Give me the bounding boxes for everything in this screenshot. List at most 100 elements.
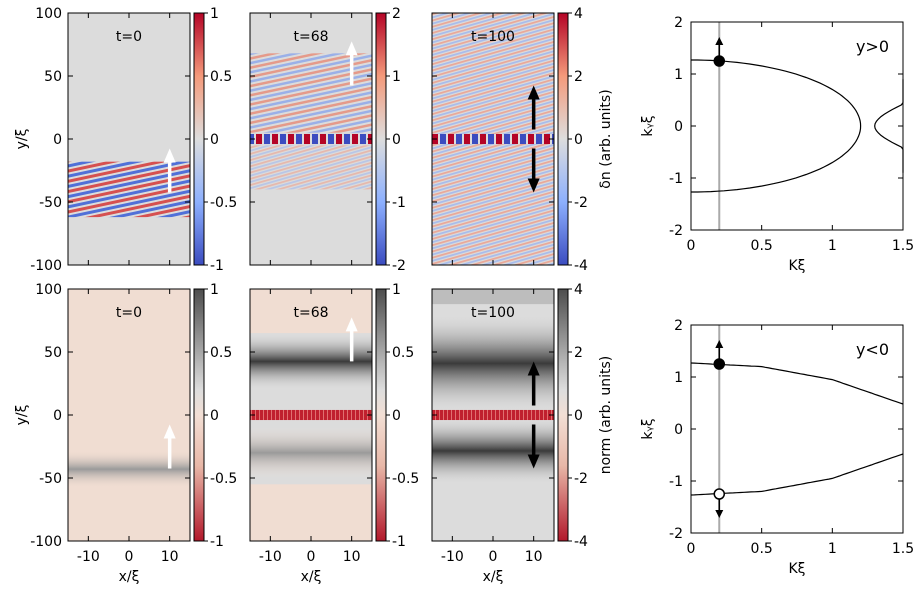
y-tick-label: -100 bbox=[30, 258, 62, 274]
colorbar-tick-label: 0 bbox=[392, 132, 401, 148]
x-axis-label: x/ξ bbox=[119, 569, 140, 585]
y-tick-label: -1 bbox=[669, 474, 683, 490]
y-tick-label: 2 bbox=[674, 15, 683, 31]
y-tick-label: 100 bbox=[35, 6, 62, 22]
colorbar-tick-label: 0.5 bbox=[210, 69, 232, 85]
colorbar-tick-label: 0.5 bbox=[392, 345, 414, 361]
marker-point-0 bbox=[713, 358, 726, 370]
norm-core bbox=[250, 409, 372, 421]
marker-point-1 bbox=[713, 488, 726, 500]
y-tick-label: 1 bbox=[674, 67, 683, 83]
x-tick-label: 1.5 bbox=[892, 238, 914, 254]
panel-title: t=0 bbox=[116, 305, 142, 321]
norm-band-upper bbox=[250, 333, 372, 390]
panel-title: t=68 bbox=[293, 305, 328, 321]
norm-band bbox=[68, 450, 190, 489]
colorbar-tick-label: 0 bbox=[210, 408, 219, 424]
heatmap-panel-0-2: t=100 4 2 0 -2 -4 bbox=[431, 6, 588, 274]
x-tick-label: -10 bbox=[77, 549, 100, 565]
x-axis-label: Kξ bbox=[789, 561, 806, 577]
wave-packet-lower bbox=[250, 145, 372, 190]
propagation-arrow-1-head bbox=[527, 178, 540, 193]
dispersion-curve-0 bbox=[690, 362, 904, 405]
marker-arrow-head-0 bbox=[715, 340, 724, 348]
y-tick-label: -2 bbox=[669, 223, 683, 239]
y-tick-label: 100 bbox=[35, 282, 62, 298]
x-axis-label: x/ξ bbox=[483, 569, 504, 585]
colorbar-tick-label: -2 bbox=[574, 195, 588, 211]
colorbar-tick-label: -0.5 bbox=[210, 471, 237, 487]
y-tick-label: -2 bbox=[669, 526, 683, 542]
panel-title: t=100 bbox=[471, 305, 515, 321]
x-tick-label: 0 bbox=[307, 549, 316, 565]
norm-bottom bbox=[250, 484, 372, 541]
heatmap-background bbox=[68, 13, 190, 265]
x-tick-label: 0 bbox=[125, 549, 134, 565]
colorbar-tick-label: 1 bbox=[392, 282, 401, 298]
colorbar bbox=[193, 12, 205, 266]
colorbar-tick-label: -4 bbox=[574, 258, 588, 274]
marker-arrow-head-1 bbox=[715, 510, 724, 518]
propagation-arrow-0-head bbox=[163, 148, 176, 163]
x-tick-label: 0 bbox=[687, 238, 696, 254]
propagation-arrow-0-head bbox=[345, 317, 358, 332]
marker-arrow-head-0 bbox=[715, 37, 724, 45]
colorbar bbox=[557, 12, 569, 266]
dispersion-panel-1: 0 0.5 1 1.5 2 1 0 -1 -2 y<0 Kξ kᵧξ bbox=[640, 318, 914, 577]
colorbar-tick-label: 0.5 bbox=[210, 345, 232, 361]
colorbar-tick-label: -0.5 bbox=[392, 471, 419, 487]
colorbar-tick-label: 1 bbox=[392, 69, 401, 85]
norm-band-lower bbox=[432, 417, 554, 485]
colorbar bbox=[375, 288, 387, 542]
dispersion-curve-1 bbox=[690, 453, 904, 496]
heatmap-panel-0-1: t=68 2 1 0 -1 -2 bbox=[249, 6, 406, 274]
panel-title: t=100 bbox=[471, 29, 515, 45]
y-tick-label: -50 bbox=[39, 471, 62, 487]
colorbar-tick-label: -2 bbox=[574, 471, 588, 487]
colorbar bbox=[557, 288, 569, 542]
x-axis-label: Kξ bbox=[789, 258, 806, 274]
propagation-arrow-0-head bbox=[345, 41, 358, 56]
colorbar bbox=[375, 12, 387, 266]
norm-top bbox=[432, 289, 554, 305]
region-label: y>0 bbox=[856, 37, 889, 56]
y-tick-label: 1 bbox=[674, 370, 683, 386]
norm-band-lower bbox=[250, 427, 372, 478]
heatmap-panel-0-0: t=0 100 50 0 -50 -100 1 0.5 0 -0.5 -1 bbox=[30, 6, 237, 274]
x-tick-label: 10 bbox=[161, 549, 179, 565]
heatmap-panel-1-2: t=100 -10 0 10 4 2 0 -2 -4 bbox=[431, 282, 588, 565]
interface-core bbox=[250, 133, 372, 145]
y-tick-label: 0 bbox=[53, 408, 62, 424]
x-tick-label: 1 bbox=[828, 541, 837, 557]
norm-core bbox=[432, 409, 554, 421]
x-tick-label: 10 bbox=[343, 549, 361, 565]
y-tick-label: -1 bbox=[669, 171, 683, 187]
panel-title: t=68 bbox=[293, 29, 328, 45]
y-axis-label: kᵧξ bbox=[640, 115, 656, 136]
y-axis-label: y/ξ bbox=[14, 405, 30, 426]
propagation-arrow-0-head bbox=[527, 85, 540, 100]
y-tick-label: 0 bbox=[53, 132, 62, 148]
propagation-arrow-1-head bbox=[527, 454, 540, 469]
heatmap-panel-1-1: t=68 -10 0 10 1 0.5 0 -0.5 -1 bbox=[249, 282, 419, 565]
colorbar-tick-label: 0 bbox=[210, 132, 219, 148]
colorbar-tick-label: 1 bbox=[210, 6, 219, 22]
dispersion-panel-0: 0 0.5 1 1.5 2 1 0 -1 -2 y>0 Kξ kᵧξ bbox=[640, 15, 914, 274]
marker-point-0 bbox=[713, 55, 726, 67]
colorbar-tick-label: 2 bbox=[574, 345, 583, 361]
x-tick-label: 10 bbox=[525, 549, 543, 565]
colorbar-tick-label: 2 bbox=[574, 69, 583, 85]
colorbar-tick-label: -0.5 bbox=[210, 195, 237, 211]
colorbar-tick-label: 4 bbox=[574, 6, 583, 22]
colorbar bbox=[193, 288, 205, 542]
wave-packet bbox=[68, 161, 190, 218]
y-tick-label: -100 bbox=[30, 534, 62, 550]
x-tick-label: 0.5 bbox=[751, 541, 773, 557]
propagation-arrow-0-head bbox=[163, 424, 176, 439]
panel-title: t=0 bbox=[116, 29, 142, 45]
interface-core bbox=[432, 133, 554, 145]
x-tick-label: 0 bbox=[489, 549, 498, 565]
colorbar-tick-label: 2 bbox=[392, 6, 401, 22]
